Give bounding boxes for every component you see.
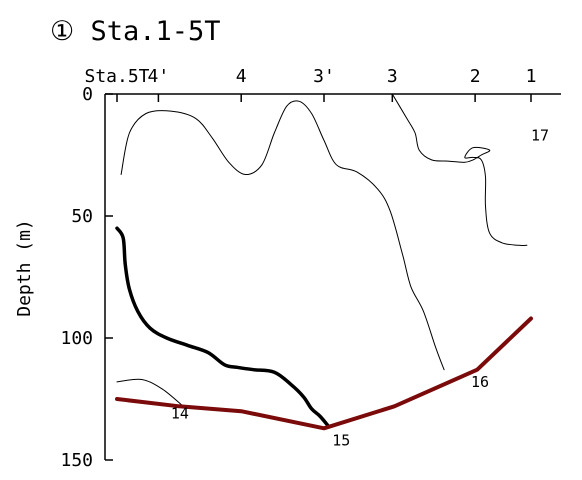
x-tick-label: Sta.5T — [84, 66, 149, 87]
x-tick-label: 4 — [236, 66, 247, 87]
contour-line — [120, 100, 445, 371]
y-tick-label: 150 — [60, 450, 93, 471]
contour-line — [115, 226, 330, 428]
contour-label: 15 — [332, 431, 350, 449]
seafloor-line — [115, 316, 533, 431]
x-tick-label: 2 — [470, 66, 481, 87]
contour-series — [115, 93, 533, 431]
axes: Sta.5T4' 4 3' 3 2 1 0 50 100 150 — [60, 66, 561, 471]
x-tick-label: 3' — [313, 66, 335, 87]
contour-label: 17 — [531, 126, 549, 144]
contour-labels: 14 17 15 16 — [171, 126, 549, 449]
contour-line — [116, 378, 184, 407]
y-tick-label: 100 — [60, 328, 93, 349]
contour-label: 16 — [471, 373, 489, 391]
contour-line — [391, 93, 528, 246]
contour-label: 14 — [171, 405, 189, 423]
y-axis-label: Depth (m) — [14, 219, 35, 317]
x-tick-label: 4' — [148, 66, 170, 87]
y-tick-label: 50 — [71, 206, 93, 227]
chart-title: ① Sta.1-5T — [50, 16, 221, 47]
x-tick-label: 3 — [387, 66, 398, 87]
y-tick-label: 0 — [82, 84, 93, 105]
x-tick-label: 1 — [526, 66, 537, 87]
